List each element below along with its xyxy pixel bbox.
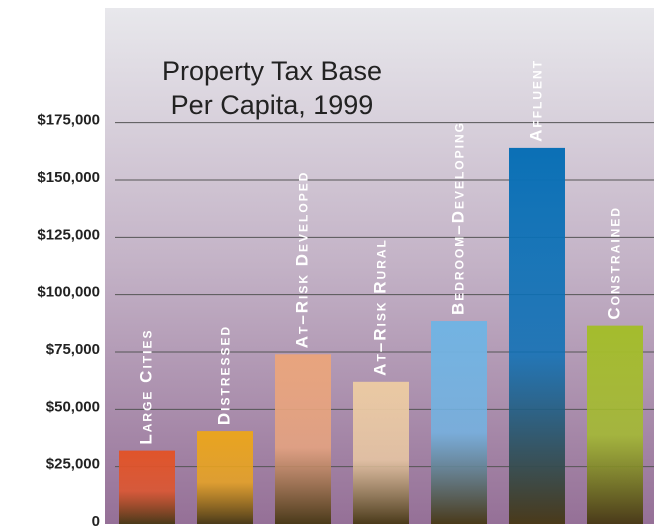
category-label: Large Cities — [136, 329, 155, 445]
category-label: Distressed — [214, 325, 233, 425]
category-label: Constrained — [604, 206, 623, 320]
y-tick-label: $50,000 — [46, 398, 100, 415]
y-tick-label: $125,000 — [37, 226, 100, 243]
y-tick-label: $75,000 — [46, 341, 100, 358]
bar — [353, 381, 409, 524]
bar — [119, 450, 175, 524]
category-label: Bedroom–Developing — [448, 121, 467, 315]
category-label: Affluent — [526, 59, 545, 142]
bar — [275, 354, 331, 524]
chart-title: Property Tax Base — [162, 56, 382, 86]
y-tick-label: $100,000 — [37, 284, 100, 301]
category-label: At–Risk Rural — [370, 238, 389, 376]
y-tick-label: $150,000 — [37, 169, 100, 186]
category-label: At–Risk Developed — [292, 171, 311, 349]
y-tick-label: 0 — [92, 513, 100, 530]
bar — [509, 147, 565, 525]
bar — [587, 325, 643, 524]
chart-title: Per Capita, 1999 — [171, 90, 374, 120]
bar — [431, 321, 487, 524]
bar — [197, 431, 253, 524]
y-tick-label: $25,000 — [46, 456, 100, 473]
y-tick-label: $175,000 — [37, 112, 100, 129]
